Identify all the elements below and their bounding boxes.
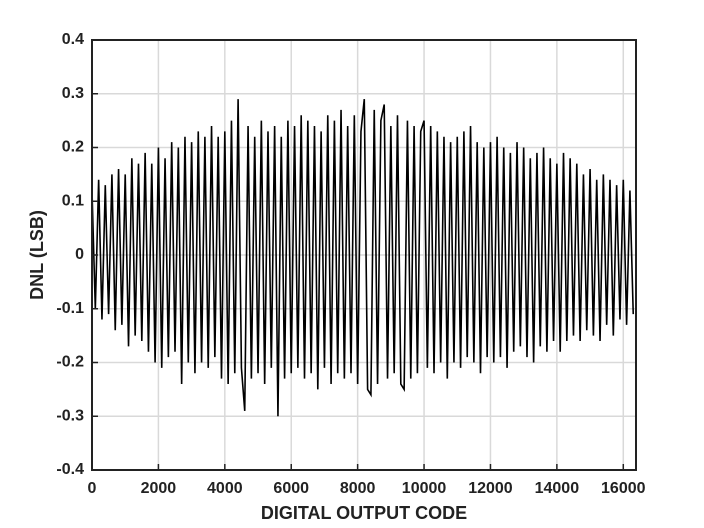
y-tick-label: -0.3 [56, 407, 84, 424]
y-tick-label: -0.1 [56, 300, 84, 317]
x-tick-label: 8000 [340, 480, 376, 497]
y-tick-label: 0.1 [62, 192, 84, 209]
y-tick-label: 0.2 [62, 139, 84, 156]
x-tick-label: 12000 [468, 480, 513, 497]
x-axis-label: DIGITAL OUTPUT CODE [261, 503, 467, 523]
y-tick-label: 0 [75, 246, 84, 263]
x-tick-label: 6000 [273, 480, 309, 497]
y-tick-label: 0.3 [62, 85, 84, 102]
y-axis-label: DNL (LSB) [27, 210, 47, 300]
x-tick-label: 10000 [402, 480, 447, 497]
y-tick-label: -0.2 [56, 354, 84, 371]
y-tick-label: 0.4 [62, 31, 84, 48]
data-line [91, 99, 635, 417]
y-tick-label: -0.4 [56, 461, 84, 478]
x-tick-label: 2000 [141, 480, 177, 497]
x-tick-label: 4000 [207, 480, 243, 497]
x-tick-label: 16000 [601, 480, 646, 497]
x-tick-label: 14000 [535, 480, 580, 497]
x-tick-label: 0 [88, 480, 97, 497]
